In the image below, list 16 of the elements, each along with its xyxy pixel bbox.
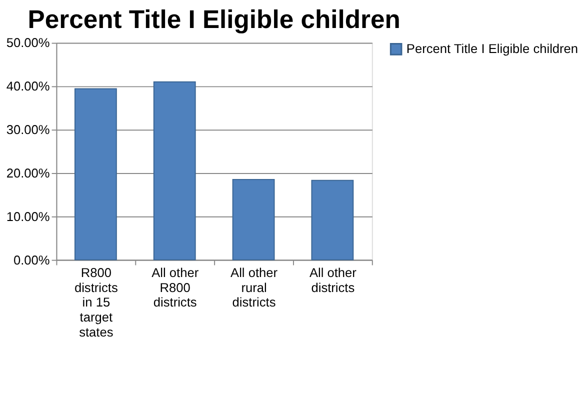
legend-label: Percent Title I Eligible children — [406, 41, 578, 56]
bar — [232, 179, 275, 260]
bar — [74, 88, 117, 260]
x-tick-label: All other rural districts — [230, 265, 278, 310]
bar — [153, 81, 196, 260]
y-tick-label: 40.00% — [6, 78, 50, 94]
x-tick-label: All other R800 districts — [152, 265, 200, 310]
y-tick-label: 10.00% — [6, 208, 50, 224]
bar — [311, 180, 354, 260]
y-tick-label: 30.00% — [6, 122, 50, 138]
x-tick-label: All other districts — [309, 265, 358, 295]
y-tick-label: 50.00% — [6, 35, 50, 50]
y-tick-label: 0.00% — [13, 252, 50, 268]
x-tick-label: R800 districts in 15 target states — [74, 265, 118, 340]
y-tick-label: 20.00% — [6, 165, 50, 180]
chart-title: Percent Title I Eligible children — [28, 6, 400, 34]
